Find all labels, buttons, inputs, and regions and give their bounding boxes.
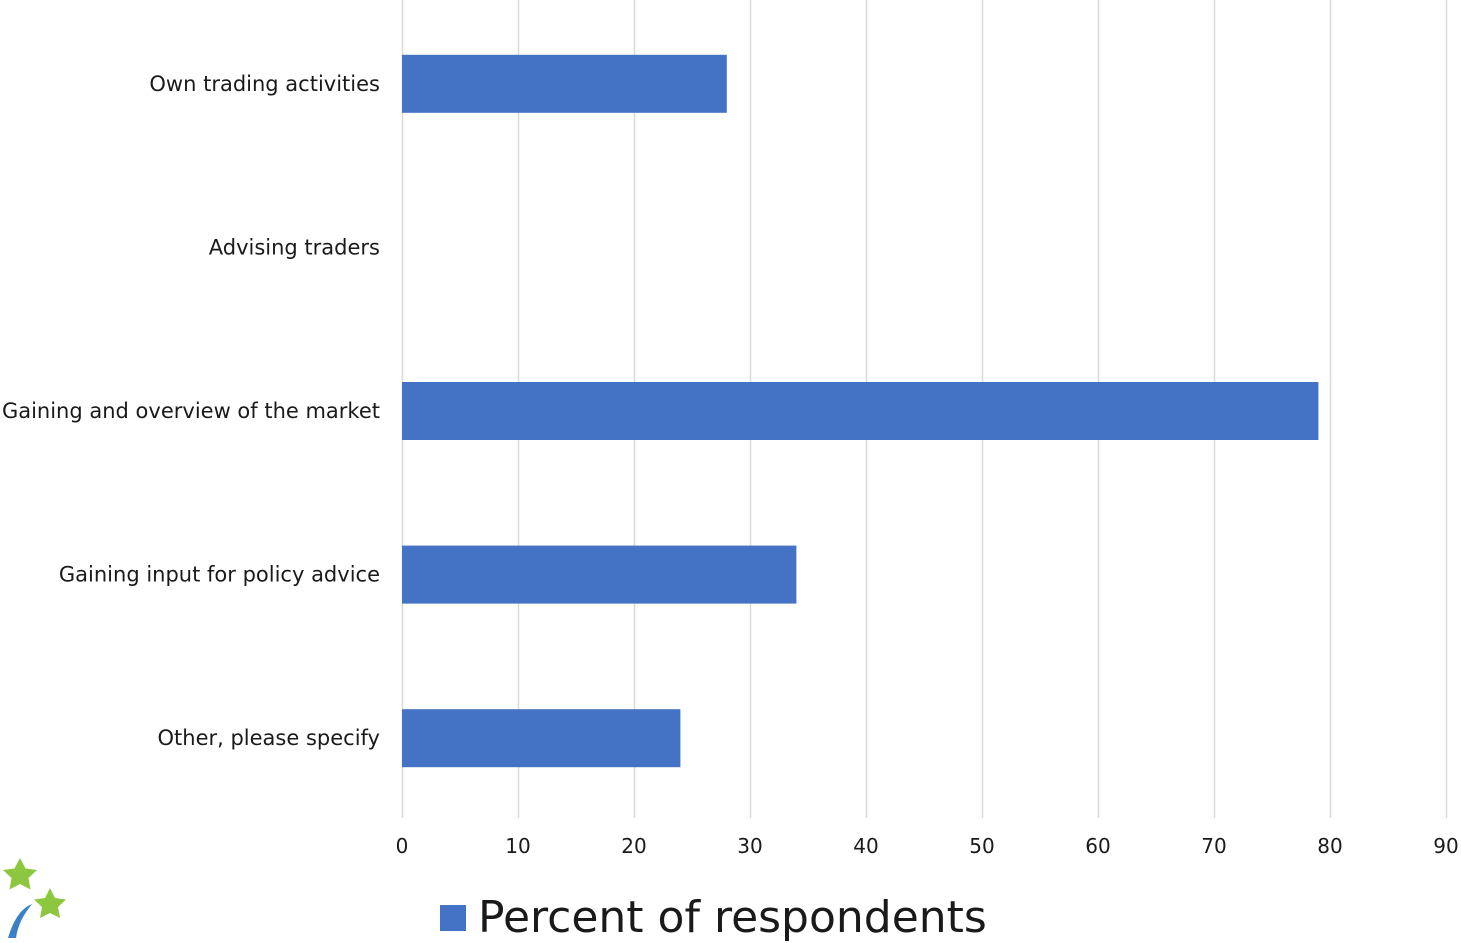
x-axis-tick-labels: 0 10 20 30 40 50 60 70 80 90 (396, 834, 1459, 858)
x-tick-label-10: 10 (505, 834, 530, 858)
category-label-5: Other, please specify (158, 726, 381, 750)
x-tick-label-80: 80 (1317, 834, 1342, 858)
x-tick-label-70: 70 (1201, 834, 1226, 858)
bar-chart: Own trading activities Advising traders Ga… (2, 0, 1459, 858)
category-label-4: Gaining input for policy advice (59, 563, 380, 587)
x-tick-label-40: 40 (853, 834, 878, 858)
x-tick-label-20: 20 (621, 834, 646, 858)
category-label-2: Advising traders (209, 235, 380, 259)
x-tick-label-60: 60 (1085, 834, 1110, 858)
logo-swoosh (8, 904, 32, 938)
logo-star-top (3, 858, 37, 890)
x-tick-label-0: 0 (396, 834, 409, 858)
legend-label: Percent of respondents (478, 892, 987, 943)
category-labels: Own trading activities Advising traders Ga… (2, 72, 380, 750)
legend: Percent of respondents (440, 893, 987, 943)
bar-3 (402, 382, 1319, 440)
x-tick-label-30: 30 (737, 834, 762, 858)
category-label-3: Gaining and overview of the market (2, 399, 380, 423)
category-label-1: Own trading activities (149, 72, 380, 96)
bar-4 (402, 545, 797, 604)
legend-swatch (440, 905, 466, 931)
bar-1 (402, 54, 727, 113)
bar-5 (402, 709, 681, 768)
logo-star-bottom (34, 888, 66, 918)
star-logo-icon (3, 858, 66, 938)
x-tick-label-50: 50 (969, 834, 994, 858)
bars (402, 54, 1319, 768)
x-tick-label-90: 90 (1433, 834, 1458, 858)
